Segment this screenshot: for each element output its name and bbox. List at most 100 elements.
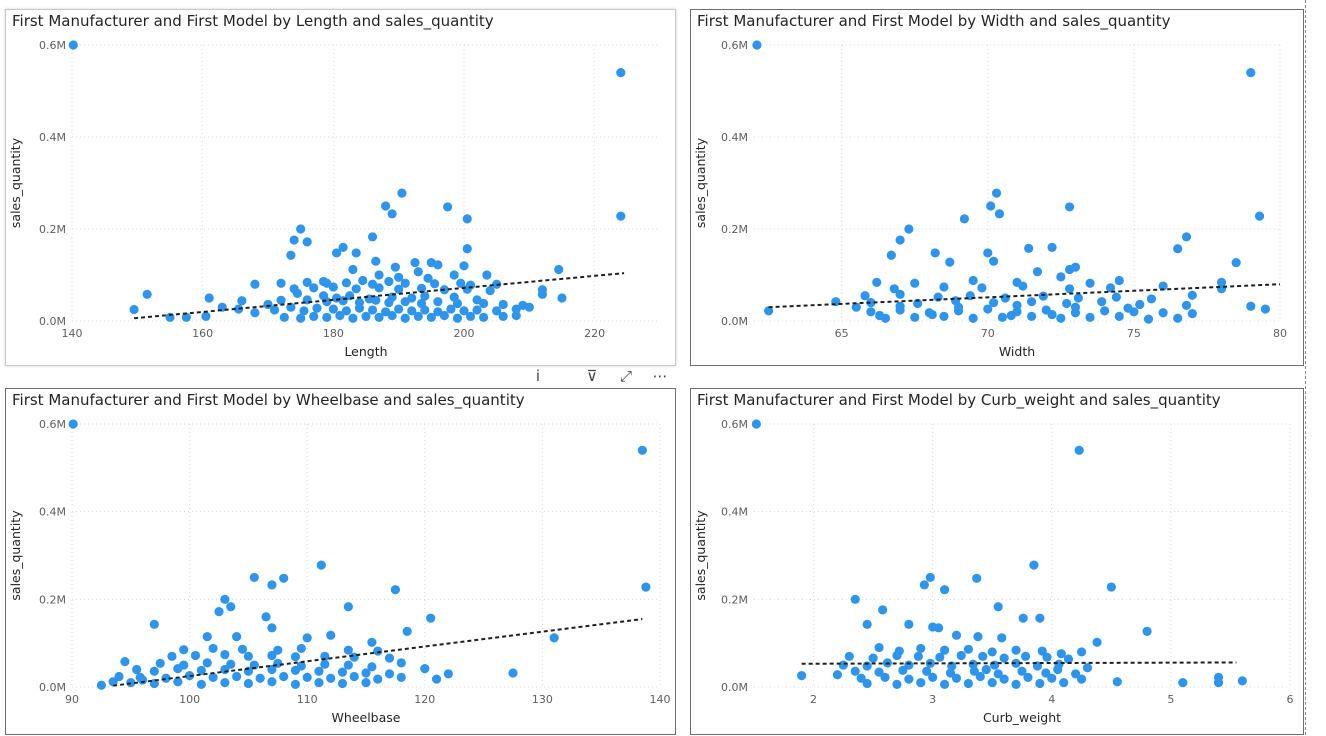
info-icon[interactable]: i bbox=[535, 367, 541, 385]
data-point[interactable] bbox=[892, 679, 902, 689]
data-point[interactable] bbox=[889, 284, 899, 294]
data-point[interactable] bbox=[387, 310, 397, 321]
data-point[interactable] bbox=[1011, 645, 1021, 655]
data-point[interactable] bbox=[299, 306, 309, 316]
data-point[interactable] bbox=[433, 260, 443, 270]
data-point[interactable] bbox=[337, 678, 348, 689]
data-point[interactable] bbox=[1035, 678, 1045, 689]
data-point[interactable] bbox=[913, 651, 923, 661]
data-point[interactable] bbox=[394, 272, 404, 282]
data-point[interactable] bbox=[394, 284, 404, 294]
data-point[interactable] bbox=[374, 270, 384, 280]
data-point[interactable] bbox=[1178, 678, 1188, 688]
data-point[interactable] bbox=[1092, 637, 1102, 647]
chart-panel-wheelbase[interactable]: First Manufacturer and First Model by Wh… bbox=[5, 388, 676, 735]
data-point[interactable] bbox=[975, 671, 985, 682]
data-point[interactable] bbox=[431, 674, 442, 684]
data-point[interactable] bbox=[384, 669, 395, 679]
data-point[interactable] bbox=[462, 244, 472, 254]
data-point[interactable] bbox=[173, 677, 183, 687]
data-point[interactable] bbox=[397, 188, 407, 198]
data-point[interactable] bbox=[1135, 299, 1145, 310]
data-point[interactable] bbox=[895, 301, 905, 311]
data-point[interactable] bbox=[449, 270, 459, 280]
data-point[interactable] bbox=[250, 308, 260, 318]
data-point[interactable] bbox=[637, 445, 647, 455]
data-point[interactable] bbox=[407, 306, 417, 316]
data-point[interactable] bbox=[1056, 313, 1066, 323]
data-point[interactable] bbox=[167, 651, 177, 661]
data-point[interactable] bbox=[384, 653, 395, 663]
data-point[interactable] bbox=[410, 257, 420, 268]
data-point[interactable] bbox=[296, 224, 306, 234]
data-point[interactable] bbox=[557, 293, 567, 303]
data-point[interactable] bbox=[498, 299, 508, 310]
data-point[interactable] bbox=[433, 297, 443, 307]
data-point[interactable] bbox=[904, 224, 914, 234]
data-point[interactable] bbox=[263, 299, 273, 310]
data-point[interactable] bbox=[969, 666, 979, 676]
data-point[interactable] bbox=[358, 275, 368, 286]
data-point[interactable] bbox=[1063, 654, 1074, 664]
data-point[interactable] bbox=[439, 310, 449, 321]
data-point[interactable] bbox=[479, 298, 489, 309]
data-point[interactable] bbox=[1187, 309, 1197, 319]
focus-mode-icon[interactable]: ⤢ bbox=[619, 367, 632, 385]
data-point[interactable] bbox=[935, 652, 945, 662]
data-point[interactable] bbox=[208, 672, 218, 682]
data-point[interactable] bbox=[508, 668, 518, 678]
data-point[interactable] bbox=[286, 250, 296, 260]
data-point[interactable] bbox=[326, 630, 336, 640]
data-point[interactable] bbox=[498, 311, 508, 321]
data-point[interactable] bbox=[196, 679, 206, 689]
data-point[interactable] bbox=[1056, 272, 1066, 282]
data-point[interactable] bbox=[367, 232, 378, 242]
data-point[interactable] bbox=[641, 582, 651, 592]
data-point[interactable] bbox=[343, 602, 353, 612]
data-point[interactable] bbox=[374, 283, 384, 293]
data-point[interactable] bbox=[939, 585, 950, 595]
data-point[interactable] bbox=[1011, 679, 1021, 689]
data-point[interactable] bbox=[895, 235, 905, 245]
data-point[interactable] bbox=[343, 645, 353, 655]
data-point[interactable] bbox=[1114, 311, 1124, 321]
data-point[interactable] bbox=[511, 304, 521, 314]
data-point[interactable] bbox=[394, 304, 404, 314]
data-point[interactable] bbox=[1260, 304, 1270, 314]
data-point[interactable] bbox=[1006, 310, 1016, 321]
data-point[interactable] bbox=[930, 248, 940, 258]
data-point[interactable] bbox=[939, 311, 949, 321]
data-point[interactable] bbox=[420, 305, 430, 315]
data-point[interactable] bbox=[1105, 283, 1116, 293]
data-point[interactable] bbox=[997, 633, 1007, 643]
data-point[interactable] bbox=[314, 678, 324, 688]
data-point[interactable] bbox=[1231, 257, 1241, 268]
data-point[interactable] bbox=[341, 306, 351, 316]
data-point[interactable] bbox=[993, 669, 1003, 679]
data-point[interactable] bbox=[361, 668, 371, 678]
data-point[interactable] bbox=[261, 612, 271, 622]
data-point[interactable] bbox=[142, 289, 152, 299]
data-point[interactable] bbox=[1085, 278, 1095, 288]
chart-panel-curb-weight[interactable]: First Manufacturer and First Model by Cu… bbox=[690, 388, 1304, 735]
data-point[interactable] bbox=[978, 651, 988, 661]
data-point[interactable] bbox=[351, 284, 361, 294]
data-point[interactable] bbox=[302, 672, 312, 682]
data-point[interactable] bbox=[851, 302, 861, 312]
data-point[interactable] bbox=[951, 673, 962, 683]
data-point[interactable] bbox=[446, 304, 456, 314]
data-point[interactable] bbox=[367, 305, 378, 315]
data-point[interactable] bbox=[312, 303, 322, 313]
data-point[interactable] bbox=[1073, 293, 1083, 303]
data-point[interactable] bbox=[328, 282, 338, 292]
data-point[interactable] bbox=[354, 303, 365, 313]
chart-panel-width[interactable]: First Manufacturer and First Model by Wi… bbox=[690, 9, 1304, 366]
data-point[interactable] bbox=[1181, 300, 1192, 310]
data-point[interactable] bbox=[916, 643, 926, 654]
data-point[interactable] bbox=[96, 680, 106, 690]
data-point[interactable] bbox=[862, 678, 872, 689]
data-point[interactable] bbox=[1097, 297, 1107, 307]
data-point[interactable] bbox=[895, 289, 905, 299]
data-point[interactable] bbox=[155, 658, 165, 668]
data-point[interactable] bbox=[456, 278, 466, 288]
